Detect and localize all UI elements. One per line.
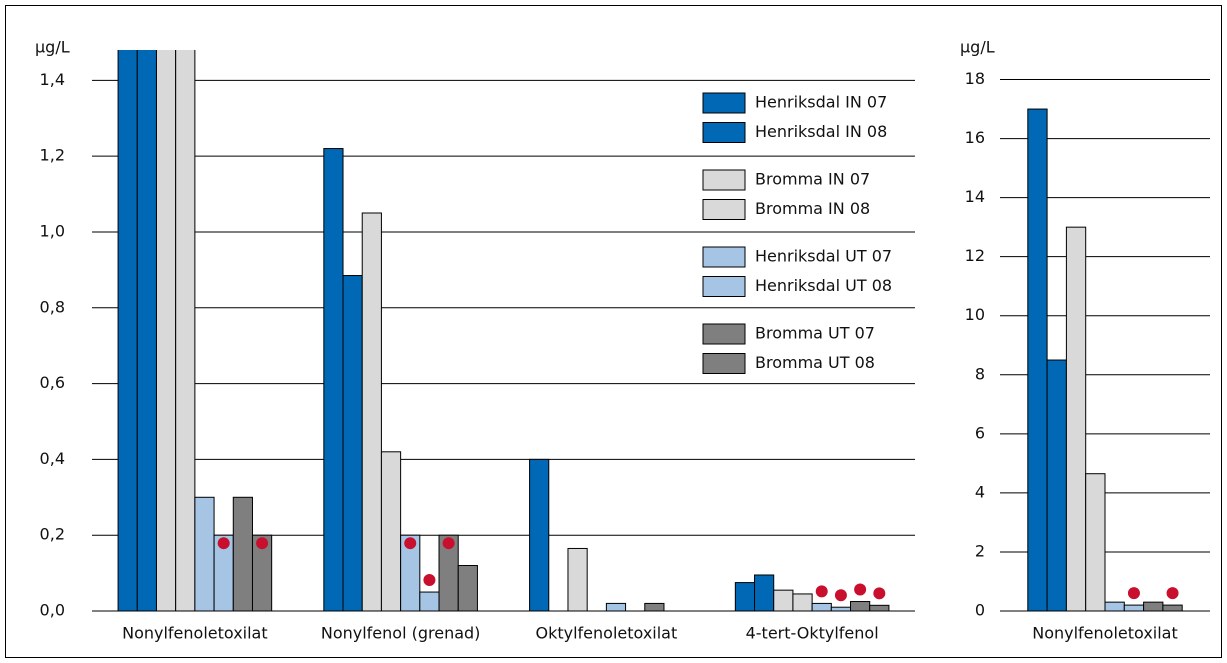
legend-swatch [702,323,746,345]
y-tick-label: 0,4 [40,449,65,468]
y-tick-label: 4 [975,482,985,501]
bar [194,496,215,612]
bar [567,547,588,612]
y-axis-label: µg/L [960,38,995,57]
bar [155,50,177,612]
legend-label: Henriksdal UT 07 [755,247,892,266]
legend-swatch [702,246,746,268]
flag-dot [834,589,847,602]
plot-area [117,50,890,612]
bar [136,50,157,612]
flag-dot [854,583,867,596]
bar [811,602,832,612]
x-tick-label: Nonylfenoletoxilat [122,624,268,643]
bar [1104,601,1125,612]
legend-swatch [702,353,746,374]
bar [400,534,421,612]
bar [529,458,550,612]
bar [1123,604,1145,612]
bar [830,606,852,612]
legend-swatch [702,169,746,191]
bar [644,602,665,612]
bar [869,604,890,612]
bar [419,591,440,612]
flag-dot [217,537,230,550]
bar [117,50,138,612]
bar [850,601,871,612]
flag-dot [1127,587,1140,600]
bar [1027,108,1048,612]
legend-swatch [702,276,746,297]
bar [734,582,756,612]
legend-label: Henriksdal IN 07 [755,93,887,112]
flag-dot [442,537,455,550]
bar [232,496,253,612]
legend-label: Bromma IN 07 [755,170,870,189]
flag-dot [423,574,436,587]
y-tick-label: 18 [965,69,985,88]
y-tick-label: 0,8 [40,297,65,316]
y-tick-label: 0 [975,601,985,620]
legend-label: Henriksdal UT 08 [755,276,892,295]
legend-swatch [702,199,746,220]
y-tick-label: 10 [965,305,985,324]
y-tick-label: 6 [975,423,985,442]
bar [754,574,775,612]
bar [380,451,402,612]
bar [1046,359,1067,612]
legend-label: Bromma UT 08 [755,353,875,372]
legend-label: Bromma IN 08 [755,199,870,218]
y-tick-label: 0,0 [40,601,65,620]
bar [1162,604,1183,612]
y-tick-label: 1,4 [40,70,65,89]
y-tick-label: 1,0 [40,221,65,240]
legend-swatch [702,92,746,114]
y-tick-label: 0,2 [40,525,65,544]
y-tick-label: 2 [975,541,985,560]
bar [605,602,627,612]
y-axis-label: µg/L [35,38,70,57]
bar [361,212,382,612]
legend-swatch [702,122,746,143]
bar [1065,226,1087,612]
bar [251,534,273,612]
x-tick-label: Nonylfenoletoxilat [1032,624,1178,643]
flag-dot [815,585,828,598]
bar [175,50,196,612]
plot-area [1027,108,1183,612]
bar [342,275,363,612]
y-tick-label: 0,6 [40,373,65,392]
y-tick-label: 8 [975,364,985,383]
flag-dot [1166,587,1179,600]
bar [1085,473,1106,612]
bar [323,148,344,612]
bar [457,565,478,612]
flag-dot [404,537,417,550]
y-tick-label: 1,2 [40,146,65,165]
flag-dot [256,537,269,550]
x-tick-label: 4-tert-Oktylfenol [746,624,879,643]
frame [5,5,1222,658]
legend-label: Henriksdal IN 08 [755,122,887,141]
bar [773,589,794,612]
flag-dot [873,587,886,600]
bar [1143,601,1164,612]
y-tick-label: 14 [965,187,985,206]
x-tick-label: Oktylfenoletoxilat [536,624,678,643]
y-tick-label: 16 [965,128,985,147]
y-tick-label: 12 [965,246,985,265]
bar [792,593,813,612]
legend-label: Bromma UT 07 [755,324,875,343]
x-tick-label: Nonylfenol (grenad) [321,624,481,643]
